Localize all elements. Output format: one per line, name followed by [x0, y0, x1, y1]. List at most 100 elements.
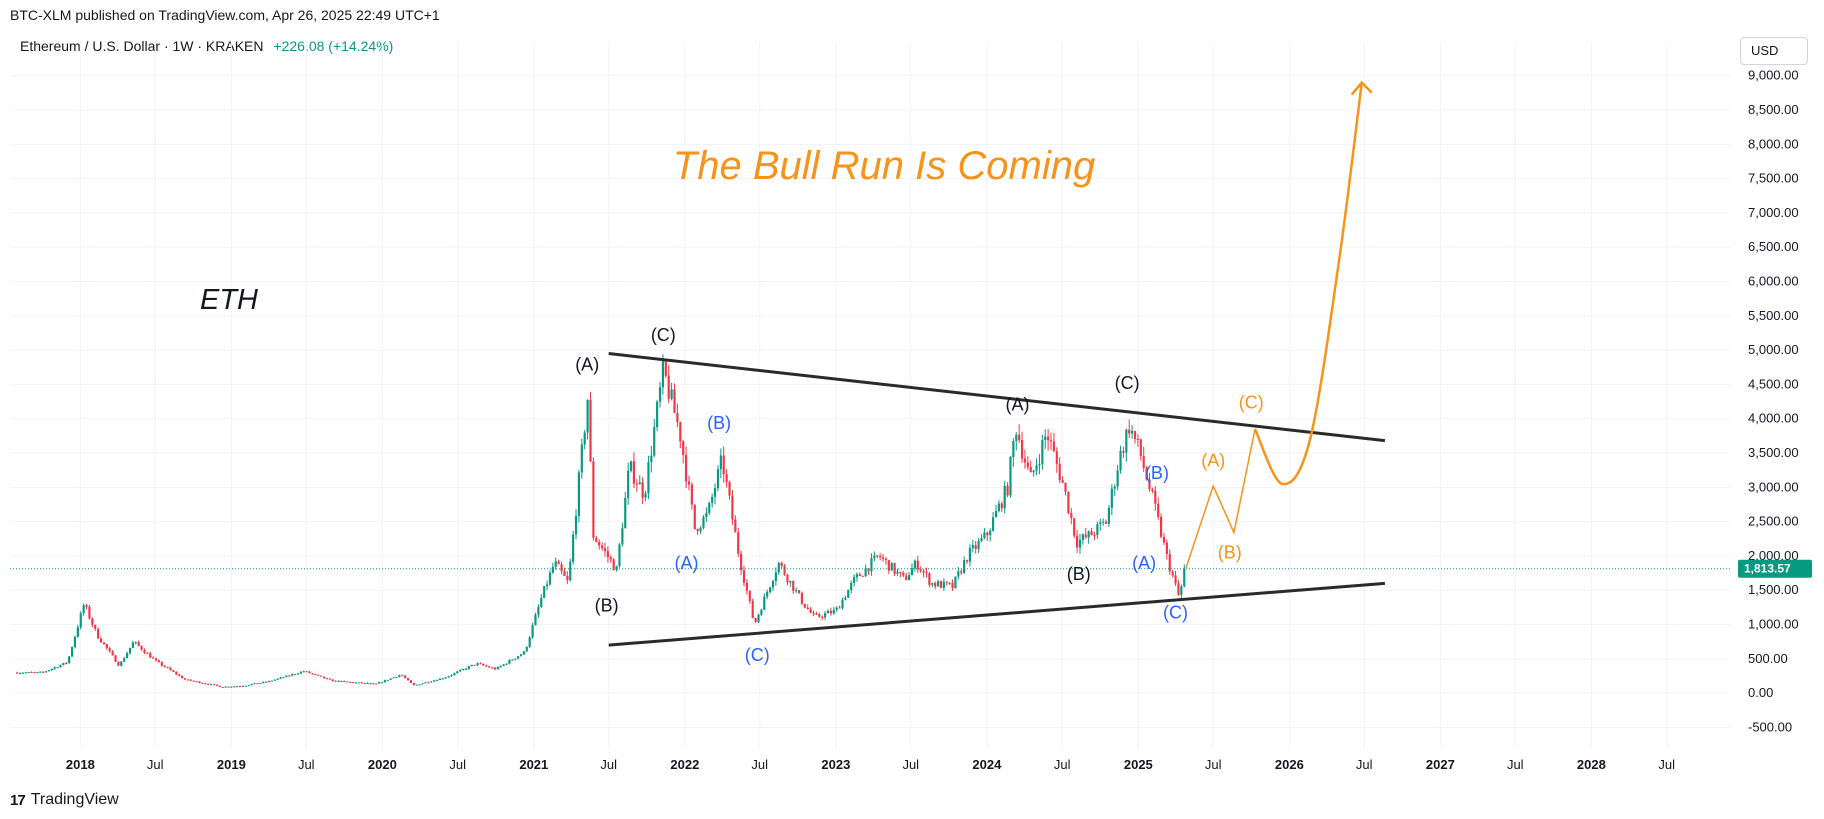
candle-body — [1084, 534, 1087, 538]
x-tick-label: 2021 — [519, 757, 548, 772]
wave-label: (C) — [1115, 373, 1140, 393]
candle-body — [548, 572, 552, 585]
candle-body — [447, 676, 450, 678]
candle-body — [809, 609, 812, 613]
y-tick-label: -500.00 — [1748, 719, 1792, 734]
candle-body — [908, 575, 911, 580]
symbol-name: Ethereum / U.S. Dollar · 1W · KRAKEN — [20, 38, 264, 54]
candle-body — [687, 481, 691, 485]
y-tick-label: 9,000.00 — [1748, 68, 1799, 83]
x-tick-label: 2023 — [821, 757, 850, 772]
candle-body — [1125, 429, 1128, 453]
candle-body — [1110, 488, 1113, 508]
candle-body — [227, 686, 230, 688]
y-tick-label: 8,500.00 — [1748, 102, 1799, 117]
candle-body — [233, 686, 236, 688]
candle-body — [279, 677, 282, 679]
candle-body — [997, 503, 1000, 512]
candle-body — [887, 560, 890, 571]
candle-body — [844, 597, 847, 600]
candle-body — [305, 671, 308, 673]
candle-body — [154, 658, 158, 661]
candle-body — [210, 684, 213, 686]
candle-body — [427, 682, 430, 684]
candle-body — [754, 617, 757, 622]
candle-body — [285, 675, 288, 678]
candle-body — [1183, 568, 1186, 587]
candle-body — [265, 681, 268, 683]
candle-body — [514, 658, 517, 660]
candle-body — [68, 656, 71, 664]
candle-body — [992, 517, 995, 531]
candle-body — [322, 676, 326, 679]
tradingview-logo-icon: 17 — [10, 791, 26, 809]
candle-body — [198, 681, 201, 683]
candle-body — [181, 675, 184, 679]
candle-body — [919, 569, 922, 572]
candle-body — [238, 686, 242, 688]
candle-body — [1073, 518, 1076, 536]
x-axis: 2018 Jul 2019 Jul 2020 Jul 2021 Jul 2022 Jul 2023 J… — [66, 757, 1675, 772]
candle-body — [137, 641, 140, 646]
candle-body — [676, 412, 679, 423]
candle-body — [963, 560, 966, 573]
candle-body — [146, 652, 149, 654]
candle-body — [459, 669, 462, 672]
candle-body — [684, 455, 688, 482]
candle-body — [751, 601, 754, 618]
x-tick-label: 2026 — [1275, 757, 1304, 772]
candle-body — [467, 666, 470, 669]
candle-body — [719, 455, 722, 470]
candle-body — [140, 645, 143, 650]
candle-body — [62, 662, 65, 666]
candle-body — [902, 572, 905, 576]
candle-body — [438, 678, 441, 681]
candle-body — [1139, 439, 1142, 457]
candle-body — [545, 584, 549, 587]
candle-body — [1026, 462, 1029, 468]
candle-body — [256, 683, 259, 685]
candle-body — [149, 653, 152, 658]
candle-body — [577, 472, 581, 516]
symbol-legend: Ethereum / U.S. Dollar · 1W · KRAKEN +22… — [20, 38, 393, 54]
candle-body — [734, 519, 737, 533]
candle-body — [635, 483, 638, 485]
candle-body — [493, 667, 497, 670]
candle-body — [1049, 440, 1053, 442]
candle-body — [508, 660, 511, 664]
x-tick-label: 2024 — [972, 757, 1002, 772]
candle-body — [123, 658, 126, 662]
candle-body — [94, 624, 97, 629]
candle-body — [1020, 440, 1024, 459]
candle-body — [960, 571, 963, 573]
candle-body — [670, 389, 673, 399]
y-tick-label: 5,000.00 — [1748, 342, 1799, 357]
candle-body — [1041, 439, 1044, 464]
candle-body — [1087, 531, 1090, 538]
candle-body — [647, 462, 650, 494]
candle-body — [273, 679, 276, 681]
candle-body — [557, 561, 560, 565]
candle-body — [528, 637, 531, 647]
candle-body — [79, 613, 82, 628]
candle-body — [821, 616, 824, 618]
candle-body — [380, 682, 384, 684]
candle-body — [44, 671, 48, 673]
candle-body — [21, 672, 24, 674]
y-tick-label: 1,500.00 — [1748, 582, 1799, 597]
candle-body — [433, 680, 436, 682]
candle-body — [786, 574, 789, 583]
candle-body — [160, 662, 163, 666]
candle-body — [302, 671, 305, 673]
candle-body — [928, 573, 931, 585]
candle-body — [1099, 522, 1102, 524]
currency-selector[interactable]: USD — [1740, 37, 1808, 65]
candle-body — [1018, 434, 1021, 441]
candle-body — [134, 641, 137, 643]
candle-body — [91, 618, 94, 625]
candle-body — [1122, 450, 1125, 453]
candle-body — [989, 530, 992, 536]
candle-body — [864, 568, 867, 577]
candle-body — [1047, 436, 1050, 441]
